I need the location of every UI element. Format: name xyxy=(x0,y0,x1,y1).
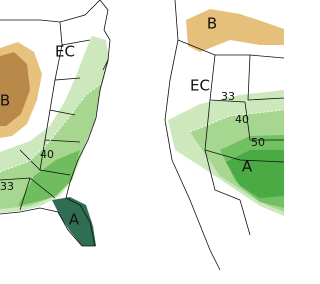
contour xyxy=(0,83,102,173)
above-region-50 xyxy=(18,150,80,206)
map-label: 33 xyxy=(0,180,14,193)
map-label: EC xyxy=(190,77,210,95)
above-region-strong xyxy=(226,150,284,198)
below-region xyxy=(186,9,284,52)
map-label: EC xyxy=(55,43,75,61)
map-label: 33 xyxy=(221,90,235,103)
state-borders xyxy=(164,0,284,271)
above-region-40 xyxy=(0,84,101,209)
above-region-strong xyxy=(52,197,96,246)
map-label: 40 xyxy=(40,148,54,161)
map-label: A xyxy=(69,211,80,229)
right-map: B EC 33 40 50 A xyxy=(164,0,284,271)
state-borders xyxy=(0,0,109,211)
map-label: A xyxy=(242,158,253,176)
map-label: 40 xyxy=(235,113,249,126)
map-label: 50 xyxy=(251,136,265,149)
below-region-strong xyxy=(0,52,30,126)
map-label: B xyxy=(0,92,10,110)
left-map: EC B 40 33 A xyxy=(0,0,111,247)
map-label: B xyxy=(207,15,217,33)
outlook-map: EC B 40 33 A B EC 33 40 50 A xyxy=(0,0,284,271)
coastline xyxy=(0,29,111,247)
